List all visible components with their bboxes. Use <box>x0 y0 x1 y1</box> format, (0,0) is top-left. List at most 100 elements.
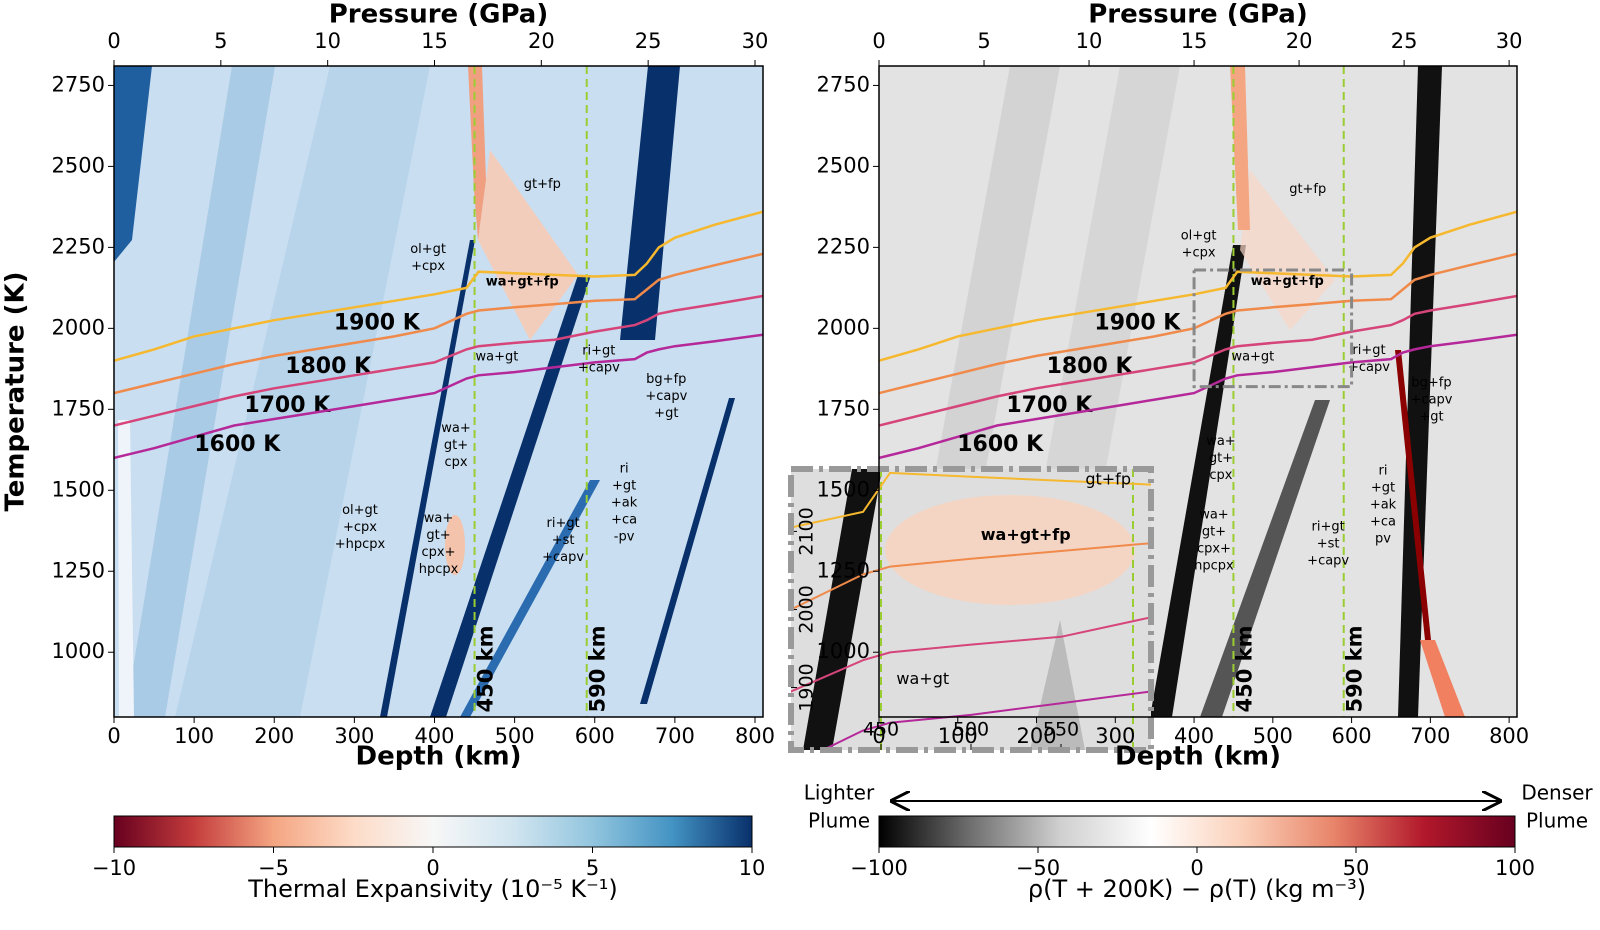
colorbar-tick-label: 10 <box>739 856 766 880</box>
inset-frame <box>788 466 1154 753</box>
x2-tick-label: 15 <box>421 29 448 53</box>
x-tick-label: 0 <box>872 724 885 748</box>
phase-label: gt+ <box>1202 525 1226 540</box>
phase-label: +hpcpx <box>335 537 386 552</box>
inset-y-tick-label: 2100 <box>796 507 818 555</box>
arrow-label: Denser <box>1521 781 1593 805</box>
arrow-label: Plume <box>808 809 870 833</box>
colorbar-label: ρ(T + 200K) − ρ(T) (kg m⁻³) <box>1028 875 1366 903</box>
adiabat-label: 1700 K <box>1006 393 1093 418</box>
x-tick-label: 300 <box>1095 724 1135 748</box>
phase-label: pv <box>1375 531 1391 546</box>
phase-label: wa+ <box>441 421 471 436</box>
phase-label: wa+gt <box>1231 349 1274 364</box>
phase-label: +capv <box>1307 553 1349 568</box>
x2-tick-label: 10 <box>314 29 341 53</box>
y-tick-label: 1000 <box>52 639 105 663</box>
x2-tick-label: 25 <box>635 29 662 53</box>
y-tick-label: 1250 <box>52 558 105 582</box>
phase-label: ri <box>1379 463 1388 478</box>
x-tick-label: 600 <box>575 724 615 748</box>
phase-label: bg+fp <box>646 372 686 387</box>
x2-axis-title: Pressure (GPa) <box>329 0 549 30</box>
inset-adiabat-line <box>820 690 1151 750</box>
y-axis-title: Temperature (K) <box>1 272 31 512</box>
phase-label: cpx+ <box>422 545 456 560</box>
phase-label: cpx+ <box>1197 542 1231 557</box>
phase-label: gt+fp <box>1085 470 1131 489</box>
x-tick-label: 500 <box>1253 724 1293 748</box>
x2-tick-label: 25 <box>1391 29 1418 53</box>
x2-tick-label: 20 <box>1286 29 1313 53</box>
y-tick-label: 2750 <box>52 72 105 96</box>
adiabat-line <box>879 210 1517 362</box>
adiabat-line <box>879 252 1517 395</box>
phase-label: gt+fp <box>524 177 561 192</box>
y-tick-label: 2750 <box>817 72 870 96</box>
x-tick-label: 800 <box>1489 724 1529 748</box>
y-tick-label: 1250 <box>817 558 870 582</box>
phase-label: ol+gt <box>410 242 446 257</box>
x-tick-label: 500 <box>495 724 535 748</box>
x2-tick-label: 5 <box>977 29 990 53</box>
boundary-label: 450 km <box>474 626 498 713</box>
inset-y-tick-label: 2000 <box>796 585 818 633</box>
y-tick-label: 2000 <box>817 315 870 339</box>
x2-axis-title: Pressure (GPa) <box>1088 0 1308 30</box>
boundary-label: 590 km <box>1343 626 1367 713</box>
phase-label: +ak <box>611 495 638 510</box>
inset-adiabat-line <box>791 471 1151 529</box>
phase-label: wa+gt+fp <box>1251 274 1324 289</box>
arrow-label: Lighter <box>804 781 875 805</box>
phase-label: -pv <box>614 529 635 544</box>
phase-label: +capv <box>645 389 687 404</box>
phase-label: ri+gt <box>1312 519 1345 534</box>
phase-label: wa+gt <box>896 669 949 688</box>
adiabat-line <box>114 210 763 362</box>
x-tick-label: 100 <box>174 724 214 748</box>
x-tick-label: 400 <box>414 724 454 748</box>
adiabat-line <box>114 294 763 427</box>
adiabat-label: 1900 K <box>1094 311 1181 336</box>
phase-label: +ca <box>611 512 637 527</box>
phase-label: +cpx <box>411 259 445 274</box>
inset-adiabat-line <box>791 542 1151 611</box>
phase-label: +capv <box>1411 392 1453 407</box>
phase-label: +gt <box>654 406 678 421</box>
phase-label: +gt <box>612 478 636 493</box>
y-tick-label: 2250 <box>817 234 870 258</box>
y-tick-label: 1750 <box>817 396 870 420</box>
phase-label: wa+gt <box>475 349 518 364</box>
phase-label: wa+gt+fp <box>486 275 559 290</box>
y-tick-label: 2250 <box>52 234 105 258</box>
phase-label: ri+gt <box>1352 343 1385 358</box>
phase-label: +cpx <box>343 520 377 535</box>
colorbar-label: Thermal Expansivity (10⁻⁵ K⁻¹) <box>247 875 617 903</box>
colorbar-tick-label: 50 <box>1343 856 1370 880</box>
boundary-label: 590 km <box>586 626 610 713</box>
phase-label: wa+ <box>424 511 454 526</box>
phase-label: ol+gt <box>1181 228 1217 243</box>
y-tick-label: 1000 <box>817 639 870 663</box>
x2-tick-label: 20 <box>528 29 555 53</box>
x2-tick-label: 30 <box>1496 29 1523 53</box>
y-tick-label: 1500 <box>817 477 870 501</box>
phase-label: gt+ <box>426 528 450 543</box>
zoom-box <box>1192 268 1354 389</box>
inset-adiabat-line <box>791 616 1151 693</box>
x-tick-label: 700 <box>1410 724 1450 748</box>
y-tick-label: 2000 <box>52 315 105 339</box>
plot-frame <box>878 65 1518 718</box>
x-tick-label: 300 <box>334 724 374 748</box>
adiabat-line <box>114 252 763 395</box>
phase-label: wa+ <box>1206 434 1236 449</box>
adiabat-label: 1900 K <box>334 311 421 336</box>
y-tick-label: 2500 <box>817 153 870 177</box>
x2-tick-label: 15 <box>1181 29 1208 53</box>
adiabat-label: 1600 K <box>957 432 1044 457</box>
x2-tick-label: 0 <box>107 29 120 53</box>
phase-label: +capv <box>578 361 620 376</box>
